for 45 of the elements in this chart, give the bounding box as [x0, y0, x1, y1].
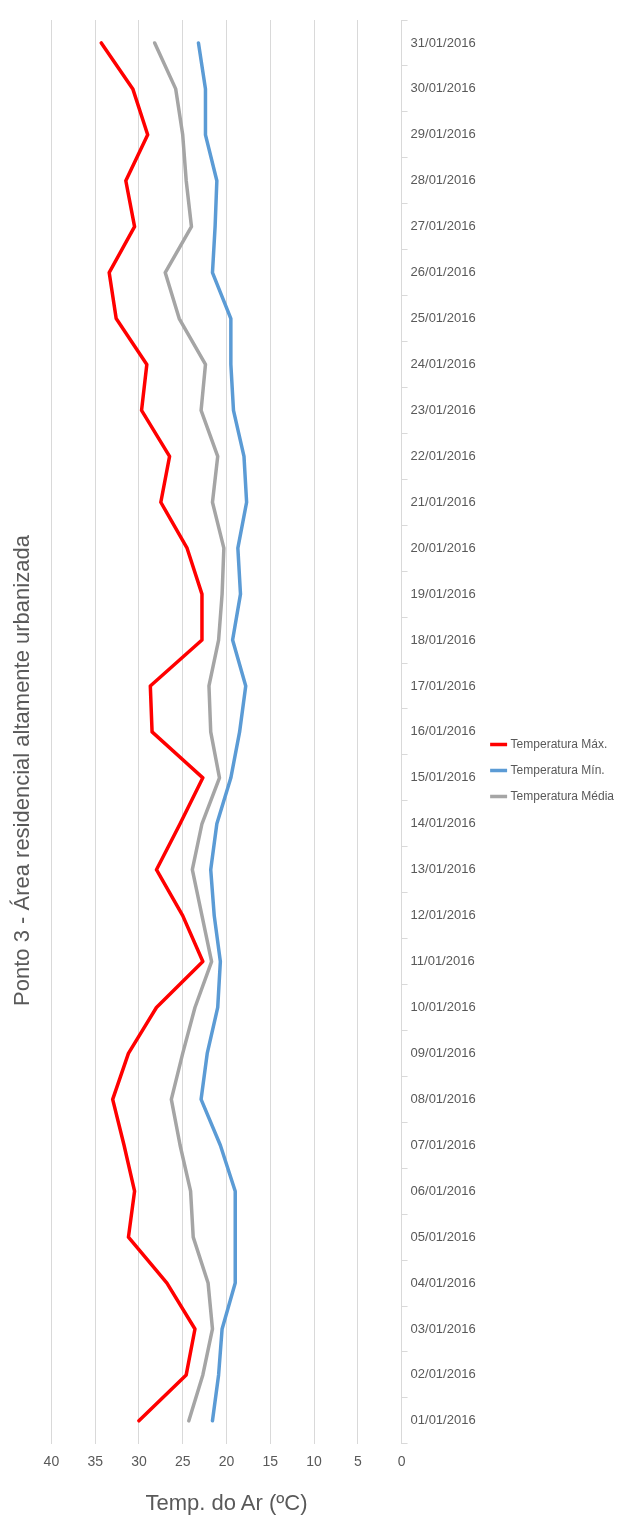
y-tick-label: 16/01/2016 — [410, 723, 476, 739]
x-tick-label: 40 — [43, 1453, 60, 1470]
y-tick-label: 30/01/2016 — [410, 80, 476, 96]
legend-label: Temperatura Média — [510, 788, 615, 803]
y-tick-label: 09/01/2016 — [410, 1044, 476, 1060]
text: Ponto 3 - Área residencial altamente urbanizada — [9, 534, 35, 1006]
x-tick-label: 20 — [218, 1453, 235, 1470]
y-tick-label: 10/01/2016 — [410, 999, 476, 1015]
y-tick-label: 06/01/2016 — [410, 1182, 476, 1198]
x-axis-title: Temp. do Ar (ºC) — [145, 1489, 308, 1515]
y-tick-label: 07/01/2016 — [410, 1136, 476, 1152]
y-tick-label: 14/01/2016 — [410, 815, 476, 831]
y-tick-label: 27/01/2016 — [410, 218, 476, 234]
y-tick-label: 03/01/2016 — [410, 1320, 476, 1336]
y-tick-label: 26/01/2016 — [410, 264, 476, 280]
x-tick-label: 5 — [353, 1453, 362, 1470]
y-tick-label: 28/01/2016 — [410, 172, 476, 188]
y-tick-label: 12/01/2016 — [410, 907, 476, 923]
y-tick-label: 13/01/2016 — [410, 861, 476, 877]
legend-label: Temperatura Mín. — [510, 762, 605, 777]
y-tick-label: 22/01/2016 — [410, 447, 476, 463]
y-tick-label: 15/01/2016 — [410, 769, 476, 785]
y-tick-label: 18/01/2016 — [410, 631, 476, 647]
x-tick-label: 30 — [131, 1453, 147, 1470]
y-tick-label: 19/01/2016 — [410, 585, 476, 601]
x-tick-label: 10 — [306, 1453, 323, 1470]
legend-label: Temperatura Máx. — [510, 736, 608, 751]
x-tick-label: 35 — [87, 1453, 104, 1470]
y-tick-label: 08/01/2016 — [410, 1090, 476, 1106]
y-tick-label: 29/01/2016 — [410, 126, 476, 142]
y-tick-label: 01/01/2016 — [410, 1412, 476, 1428]
x-tick-label: 0 — [397, 1453, 406, 1470]
x-tick-label: 15 — [262, 1453, 279, 1470]
y-tick-label: 21/01/2016 — [410, 493, 476, 509]
y-tick-label: 20/01/2016 — [410, 539, 476, 555]
y-tick-label: 23/01/2016 — [410, 401, 476, 417]
y-tick-label: 05/01/2016 — [410, 1228, 476, 1244]
y-tick-label: 25/01/2016 — [410, 310, 476, 326]
y-tick-label: 04/01/2016 — [410, 1274, 476, 1290]
y-tick-label: 24/01/2016 — [410, 356, 476, 372]
x-tick-label: 25 — [174, 1453, 191, 1470]
y-tick-label: 02/01/2016 — [410, 1366, 476, 1382]
y-tick-label: 31/01/2016 — [410, 34, 476, 50]
y-tick-label: 17/01/2016 — [410, 677, 476, 693]
y-tick-label: 11/01/2016 — [410, 953, 475, 969]
